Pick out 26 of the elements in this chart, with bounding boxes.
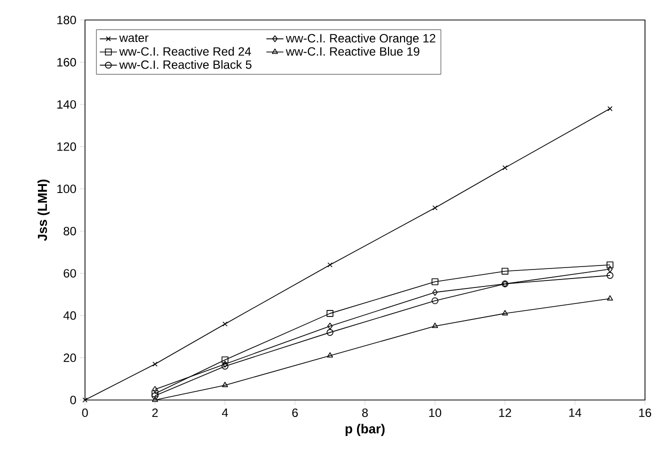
legend-label: water <box>119 34 148 42</box>
legend-label: ww-C.I. Reactive Blue 19 <box>286 46 420 56</box>
y-tick-label: 0 <box>70 396 76 404</box>
y-tick-label: 180 <box>57 16 76 24</box>
y-tick-label: 20 <box>64 354 76 362</box>
x-tick-label: 14 <box>569 408 582 417</box>
legend-label: ww-C.I. Reactive Orange 12 <box>286 34 436 45</box>
x-tick-label: 10 <box>429 408 442 418</box>
x-tick-label: 6 <box>292 408 298 418</box>
legend-label: ww-C.I. Reactive Black 5 <box>119 60 252 69</box>
y-axis-title: Jss (LMH) <box>37 180 50 241</box>
y-tick-label: 120 <box>57 142 76 151</box>
y-tick-label: 40 <box>63 311 76 320</box>
y-tick-label: 80 <box>64 226 76 236</box>
legend-label: ww-C.I. Reactive Red 24 <box>119 46 251 56</box>
x-tick-label: 0 <box>82 408 88 418</box>
x-tick-label: 8 <box>362 408 368 418</box>
x-tick-label: 2 <box>152 408 158 417</box>
y-tick-label: 100 <box>57 184 76 194</box>
x-axis-title: p (bar) <box>346 424 385 436</box>
y-tick-label: 160 <box>57 58 76 66</box>
x-tick-label: 12 <box>499 408 512 417</box>
y-tick-label: 60 <box>64 269 76 278</box>
x-tick-label: 16 <box>639 408 652 418</box>
x-tick-label: 4 <box>222 408 228 417</box>
y-tick-label: 140 <box>57 100 76 109</box>
